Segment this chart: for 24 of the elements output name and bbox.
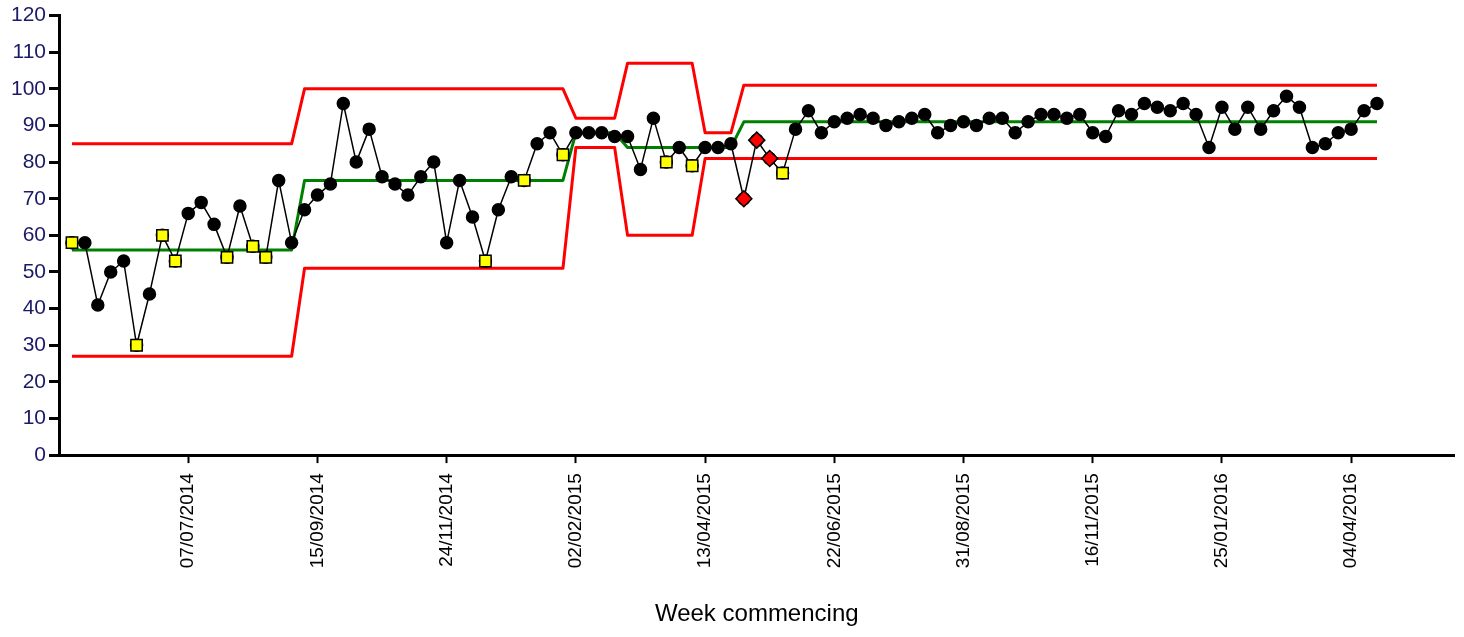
y-tick-label: 0 [34,441,47,465]
y-tick-label: 10 [22,405,47,429]
x-tick-label: 07/07/2014 [176,472,198,569]
y-tick-label: 120 [10,2,47,26]
y-tick-label: 40 [22,295,47,319]
y-tick-label: 80 [22,148,47,172]
y-tick-label: 60 [22,222,47,246]
x-tick-label: 04/04/2016 [1339,473,1361,569]
x-tick-label: 16/11/2015 [1080,473,1102,567]
y-tick-label: 20 [22,368,47,392]
x-tick-label: 02/02/2015 [564,473,586,569]
x-tick-label: 15/09/2014 [305,472,327,569]
x-tick-label: 13/04/2015 [693,473,715,569]
y-tick-label: 100 [10,75,47,99]
x-axis-title: Week commencing [654,599,859,627]
y-tick-label: 90 [22,112,47,136]
y-tick-label: 110 [12,39,47,63]
x-tick-label: 22/06/2015 [822,473,844,569]
y-tick-label: 70 [22,185,47,209]
x-tick-label: 25/01/2016 [1210,473,1232,569]
x-tick-label: 24/11/2014 [434,472,456,567]
y-tick-label: 30 [22,332,47,356]
y-tick-label: 50 [22,258,47,282]
x-tick-label: 31/08/2015 [951,473,973,569]
